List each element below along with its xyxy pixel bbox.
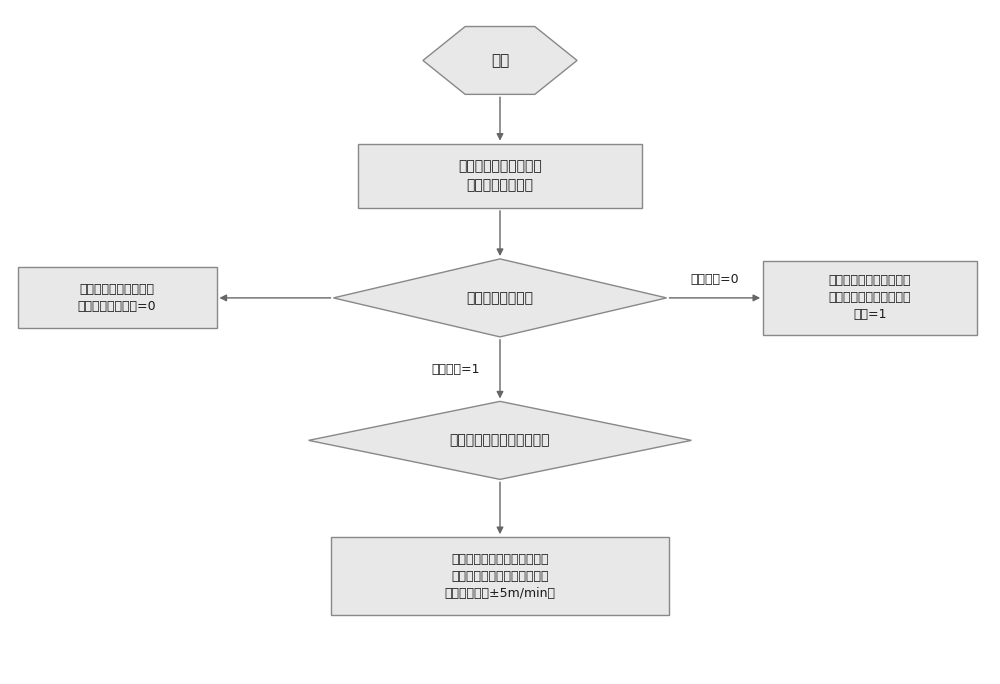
FancyBboxPatch shape bbox=[18, 267, 217, 328]
Text: 换带标志=1: 换带标志=1 bbox=[432, 363, 480, 376]
Text: 换带标志=0: 换带标志=0 bbox=[690, 273, 739, 286]
Text: 周期采集带钢厚度、规
格、焊缝位置信息: 周期采集带钢厚度、规 格、焊缝位置信息 bbox=[458, 159, 542, 192]
Text: 更新速度值和辐射管温度设定
值（速度呈阶段状态下达，即
每时间段速度±5m/min）: 更新速度值和辐射管温度设定 值（速度呈阶段状态下达，即 每时间段速度±5m/mi… bbox=[444, 553, 556, 600]
FancyBboxPatch shape bbox=[331, 537, 669, 615]
Text: 规格不切换，保持当前
设定值，换带标志=0: 规格不切换，保持当前 设定值，换带标志=0 bbox=[78, 283, 156, 313]
Text: 开始: 开始 bbox=[491, 53, 509, 68]
Polygon shape bbox=[333, 259, 667, 337]
FancyBboxPatch shape bbox=[763, 261, 977, 335]
Text: 规格或厚度不一致: 规格或厚度不一致 bbox=[466, 291, 534, 305]
Text: 启动换带计算模块，计算
不同阶段的设定值，换带
标志=1: 启动换带计算模块，计算 不同阶段的设定值，换带 标志=1 bbox=[829, 274, 911, 321]
Text: 根据焊缝位置判断当前阶段: 根据焊缝位置判断当前阶段 bbox=[450, 434, 550, 447]
Polygon shape bbox=[309, 402, 691, 479]
Polygon shape bbox=[423, 27, 577, 94]
FancyBboxPatch shape bbox=[358, 144, 642, 208]
